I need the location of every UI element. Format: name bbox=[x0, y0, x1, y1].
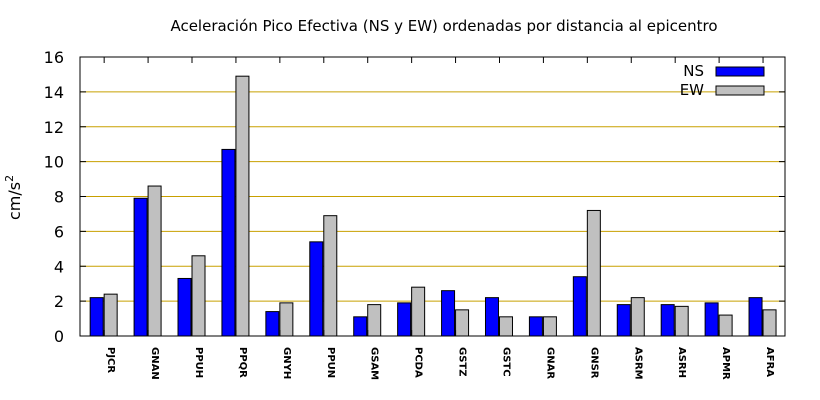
x-tick-label: PCDA bbox=[413, 347, 424, 378]
legend-label-ns: NS bbox=[683, 62, 704, 80]
x-tick-label: PPUH bbox=[193, 347, 204, 378]
bar-ns-asrm bbox=[616, 304, 631, 337]
x-axis: PJCR GNAN PPUH PPQR GNYH PPUN GSAM PCDA GSTZ GSTC… bbox=[103, 57, 775, 380]
gridlines bbox=[80, 91, 785, 302]
bar-ns-gstz bbox=[441, 290, 456, 337]
bar-ew-gnar bbox=[542, 316, 557, 337]
x-tick-label: APMR bbox=[720, 347, 731, 380]
bar-ew-pcda bbox=[411, 286, 426, 337]
y-tick-label: 4 bbox=[54, 257, 64, 276]
bar-ew-gnsr bbox=[586, 209, 601, 337]
bar-ns-gsam bbox=[353, 316, 368, 337]
x-tick-label: PPQR bbox=[237, 347, 248, 378]
bars-group bbox=[89, 75, 777, 337]
bar-ew-gnyh bbox=[279, 302, 294, 337]
bar-ew-ppuh bbox=[191, 255, 206, 337]
y-axis: 0 2 4 6 8 10 12 14 16 bbox=[44, 48, 785, 346]
y-tick-label: 2 bbox=[54, 292, 64, 311]
legend-swatch-ew bbox=[715, 85, 765, 96]
x-tick-label: ASRH bbox=[676, 347, 687, 378]
bar-ns-ppqr bbox=[221, 148, 236, 337]
bar-ns-afra bbox=[748, 297, 763, 337]
x-tick-label: ASRM bbox=[632, 347, 643, 380]
x-tick-label: PPUN bbox=[325, 347, 336, 378]
x-tick-label: GSTC bbox=[500, 347, 511, 377]
bar-ns-gnar bbox=[528, 316, 543, 337]
bar-ns-gnan bbox=[133, 197, 148, 337]
x-tick-label: GNSR bbox=[588, 347, 599, 379]
bar-ns-ppun bbox=[309, 241, 324, 337]
x-tick-label: GNYH bbox=[281, 347, 292, 379]
y-tick-label: 12 bbox=[44, 118, 64, 137]
bar-ns-apmr bbox=[704, 302, 719, 337]
legend-swatch-ns bbox=[715, 66, 765, 77]
bar-ns-pcda bbox=[397, 302, 412, 337]
bar-ew-asrm bbox=[630, 297, 645, 337]
x-tick-label: PJCR bbox=[105, 347, 116, 373]
bar-ns-ppuh bbox=[177, 277, 192, 337]
y-axis-label: cm/s2 bbox=[3, 175, 24, 220]
bar-ns-gnyh bbox=[265, 311, 280, 337]
bar-ew-gnan bbox=[147, 185, 162, 337]
bar-ns-asrh bbox=[660, 304, 675, 337]
bar-ew-afra bbox=[762, 309, 777, 337]
x-tick-label: GSAM bbox=[369, 347, 380, 380]
bar-ns-pjcr bbox=[89, 297, 104, 337]
bar-ew-apmr bbox=[718, 314, 733, 337]
bar-ns-gstc bbox=[484, 297, 499, 337]
bar-ew-gsam bbox=[367, 304, 382, 337]
y-tick-label: 14 bbox=[44, 83, 64, 102]
bar-ew-gstz bbox=[455, 309, 470, 337]
y-tick-label: 8 bbox=[54, 188, 64, 207]
bar-ns-gnsr bbox=[572, 276, 587, 337]
x-tick-label: GNAR bbox=[544, 347, 555, 379]
bar-ew-gstc bbox=[498, 316, 513, 337]
x-tick-label: GNAN bbox=[149, 347, 160, 380]
chart-title: Aceleración Pico Efectiva (NS y EW) orde… bbox=[170, 17, 717, 35]
bar-ew-pjcr bbox=[103, 293, 118, 337]
y-tick-label: 6 bbox=[54, 222, 64, 241]
y-tick-label: 10 bbox=[44, 153, 64, 172]
x-tick-label: GSTZ bbox=[457, 347, 468, 376]
y-tick-label: 16 bbox=[44, 48, 64, 67]
bar-ew-ppqr bbox=[235, 75, 250, 337]
x-tick-label: AFRA bbox=[764, 347, 775, 377]
y-tick-label: 0 bbox=[54, 327, 64, 346]
bar-ew-ppun bbox=[323, 215, 338, 337]
bar-ew-asrh bbox=[674, 305, 689, 337]
legend-label-ew: EW bbox=[680, 81, 704, 99]
